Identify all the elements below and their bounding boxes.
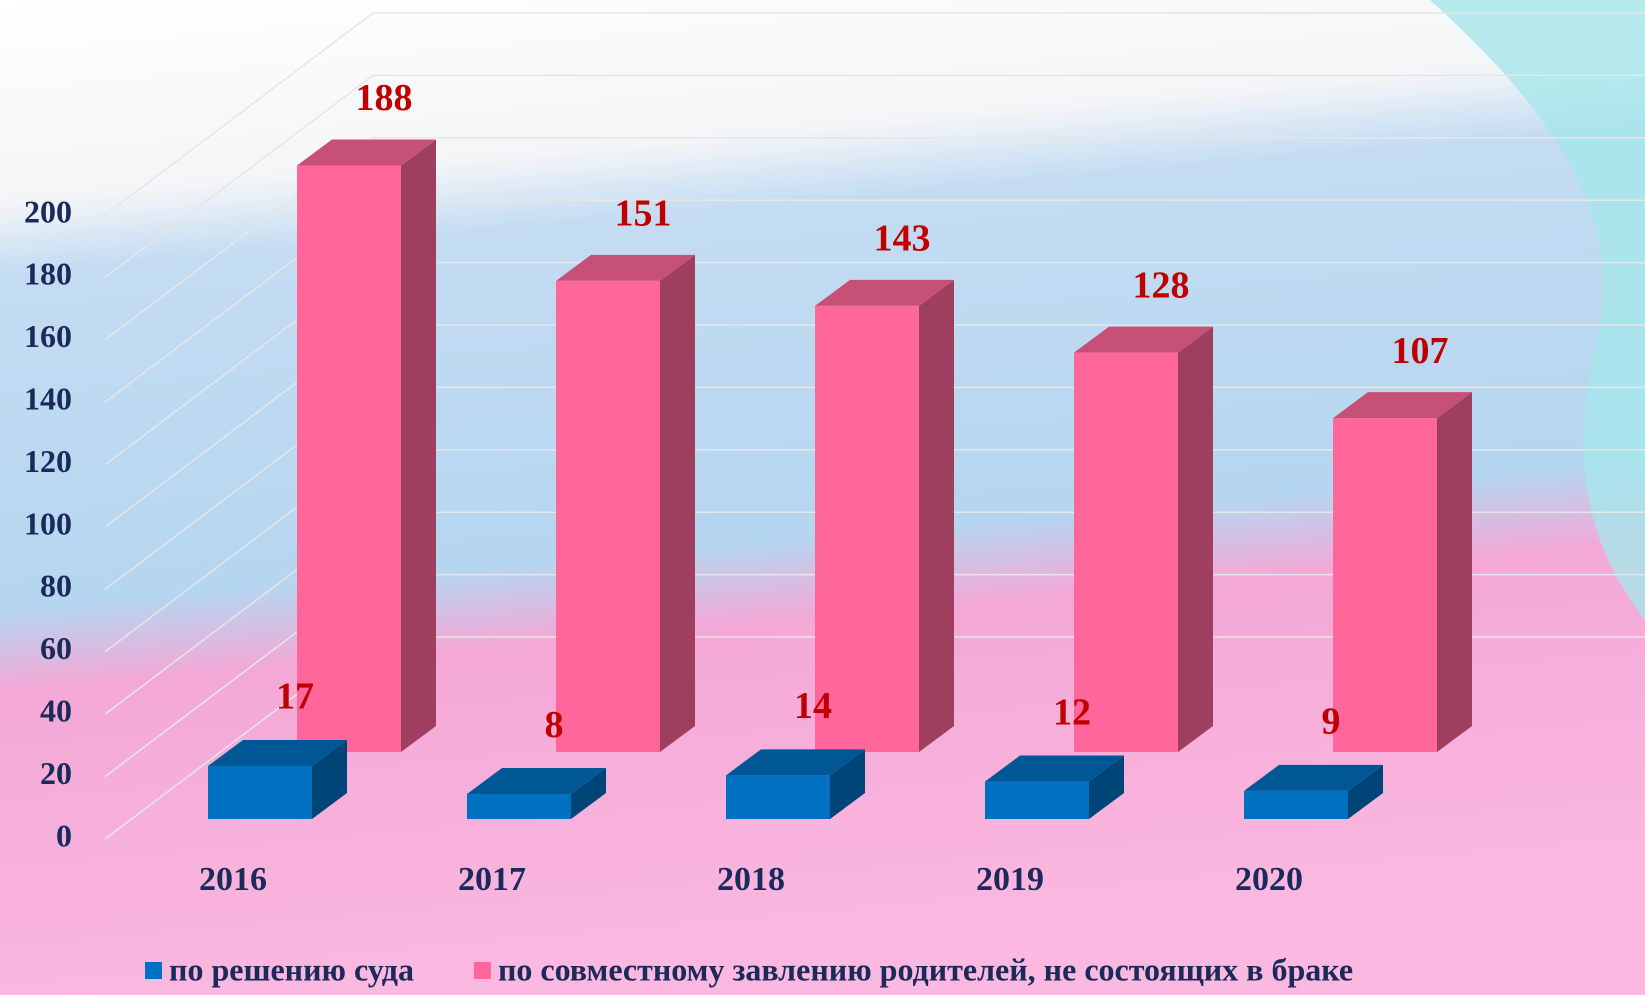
bar (556, 255, 695, 752)
legend-label: по решению суда (169, 951, 414, 987)
bar (815, 280, 954, 752)
y-tick-label: 60 (40, 630, 72, 666)
x-tick-label: 2020 (1235, 861, 1303, 898)
y-tick-label: 120 (24, 443, 72, 479)
bar-front (208, 766, 312, 819)
y-tick-label: 160 (24, 318, 72, 354)
value-label: 107 (1392, 330, 1449, 372)
y-tick-label: 20 (40, 755, 72, 791)
bar-front (1244, 791, 1348, 819)
bar-front (297, 165, 401, 752)
x-tick-label: 2016 (199, 861, 267, 898)
bar-front (1333, 418, 1437, 752)
bar-front (467, 794, 571, 819)
value-label: 17 (276, 676, 314, 718)
y-tick-label: 0 (56, 817, 72, 853)
value-label: 143 (874, 218, 931, 260)
y-tick-label: 140 (24, 381, 72, 417)
value-label: 151 (615, 193, 672, 235)
value-label: 8 (545, 704, 564, 746)
x-tick-label: 2018 (717, 861, 785, 898)
bar-front (556, 281, 660, 752)
bar (297, 139, 436, 752)
x-tick-label: 2019 (976, 861, 1044, 898)
bar (208, 740, 347, 819)
bar-side (1437, 392, 1472, 752)
value-label: 188 (356, 77, 413, 119)
y-tick-label: 100 (24, 505, 72, 541)
legend-label: по совместному завлению родителей, не со… (498, 951, 1353, 987)
page: {"chart_data": {"type": "bar3d", "catego… (0, 0, 1645, 995)
bar-side (1178, 327, 1213, 752)
y-tick-label: 200 (24, 193, 72, 229)
value-label: 128 (1133, 264, 1190, 306)
bar-side (919, 280, 954, 752)
bar-side (660, 255, 695, 752)
value-label: 14 (794, 685, 832, 727)
y-tick-label: 40 (40, 693, 72, 729)
x-tick-label: 2017 (458, 861, 526, 898)
bar (1074, 327, 1213, 752)
y-tick-label: 80 (40, 568, 72, 604)
legend-swatch (145, 962, 162, 979)
bar-front (726, 775, 830, 819)
legend-swatch (474, 962, 491, 979)
value-label: 12 (1053, 691, 1091, 733)
bar (1333, 392, 1472, 752)
bar-side (401, 139, 436, 752)
y-tick-label: 180 (24, 256, 72, 292)
bar-front (985, 782, 1089, 819)
chart: 0 20 40 60 80 100 120 140 160 180 200 2016 2017 2018 2… (0, 0, 1645, 995)
value-label: 9 (1322, 701, 1341, 743)
